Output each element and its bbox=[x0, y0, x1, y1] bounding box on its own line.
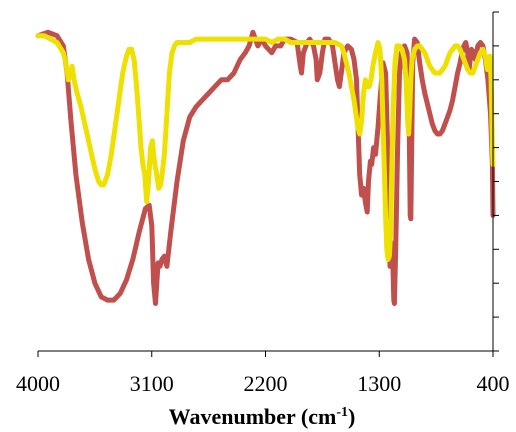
tick-labels: 4000 3100 2200 1300 400 bbox=[16, 371, 510, 396]
x-axis-title-main: Wavenumber (cm bbox=[169, 404, 337, 429]
spectrum-series-1 bbox=[35, 29, 496, 306]
x-tick-label: 3100 bbox=[130, 371, 174, 396]
x-axis-title-end: ) bbox=[348, 404, 355, 429]
x-tick-label: 4000 bbox=[16, 371, 60, 396]
x-tick-label: 400 bbox=[477, 371, 510, 396]
x-tick-label: 2200 bbox=[244, 371, 288, 396]
x-axis-title: Wavenumber (cm-1) bbox=[169, 404, 356, 429]
x-axis-title-superscript: -1 bbox=[336, 405, 348, 420]
spectrum-series-2 bbox=[35, 33, 496, 262]
x-tick-label: 1300 bbox=[357, 371, 401, 396]
series-layer bbox=[35, 29, 496, 306]
axes-layer bbox=[37, 11, 499, 357]
